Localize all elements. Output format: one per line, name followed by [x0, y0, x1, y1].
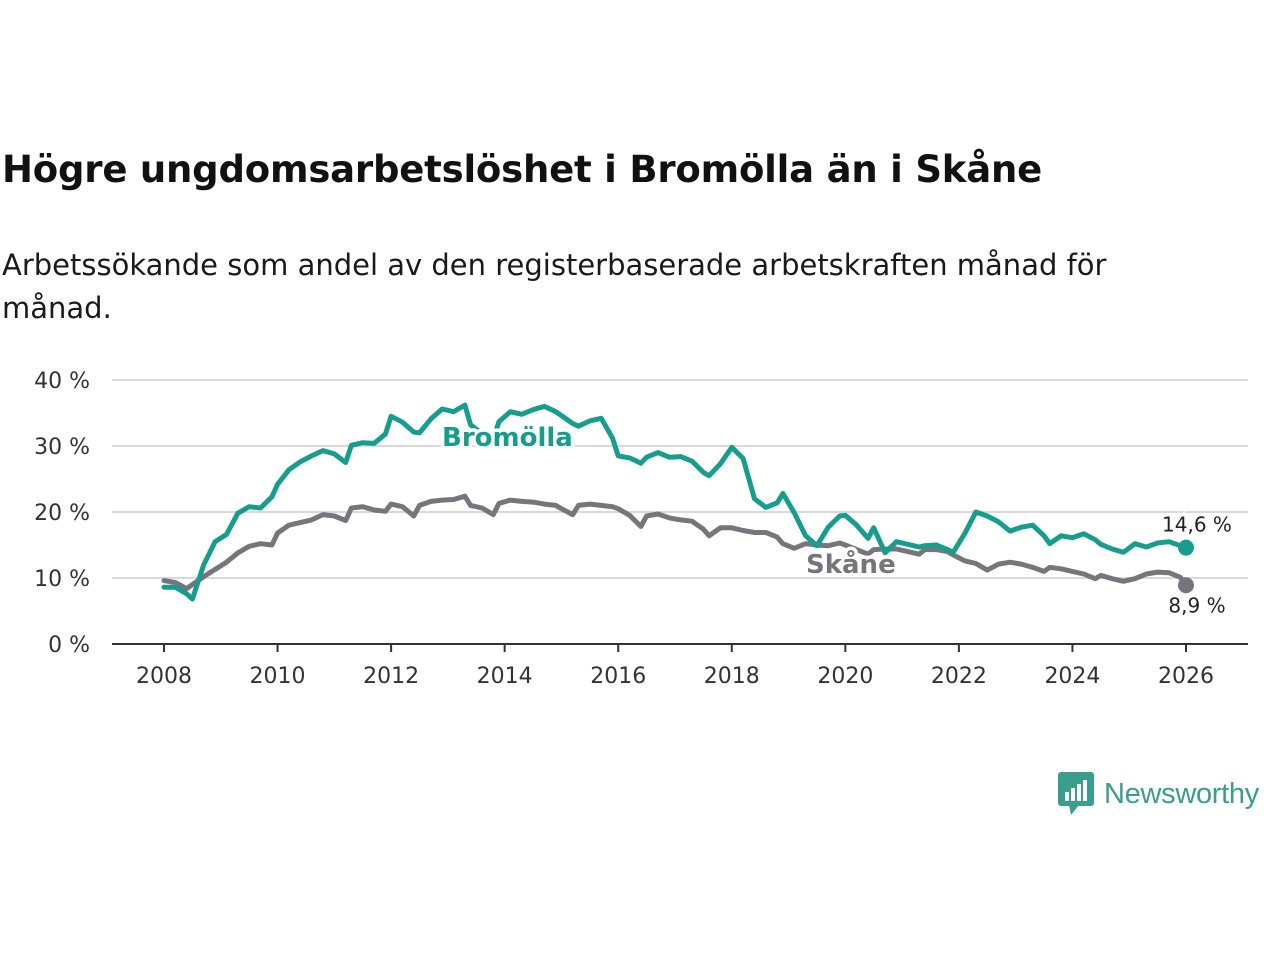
- series-labels: Skåne Bromölla 14,6 % 8,9 %: [439, 420, 1235, 620]
- end-point-skane: [1178, 577, 1194, 594]
- series-label-skane: Skåne: [806, 548, 896, 580]
- x-tick-label: 2024: [1044, 664, 1100, 689]
- y-tick-label: 30 %: [34, 435, 90, 460]
- chart-title: Högre ungdomsarbetslöshet i Bromölla än …: [2, 148, 1043, 191]
- series-line-bromolla: [161, 402, 1189, 602]
- x-tick-label: 2022: [931, 664, 987, 689]
- brand-name: Newsworthy: [1104, 777, 1259, 810]
- y-tick-label: 40 %: [34, 369, 90, 394]
- x-tick-label: 2014: [477, 664, 533, 689]
- x-tick-label: 2016: [590, 664, 646, 689]
- y-tick-label: 0 %: [48, 633, 90, 658]
- series-line-skane: [161, 493, 1189, 592]
- chart-subtitle: Arbetssökande som andel av den registerb…: [2, 248, 1107, 325]
- x-axis: 2008 2010 2012 2014 2016 2018 2020 2022 2024 2026: [112, 643, 1248, 689]
- newsworthy-logo[interactable]: Newsworthy: [1058, 772, 1259, 816]
- gridlines: [112, 379, 1248, 579]
- x-tick-label: 2026: [1158, 664, 1214, 689]
- end-label-bromolla: 14,6 %: [1162, 513, 1232, 537]
- y-axis-ticks: 0 % 10 % 20 % 30 % 40 %: [34, 369, 90, 658]
- series-label-bromolla: Bromölla: [442, 423, 573, 453]
- series-lines: [161, 402, 1194, 602]
- x-tick-label: 2020: [817, 664, 873, 689]
- x-tick-label: 2018: [704, 664, 760, 689]
- end-label-skane: 8,9 %: [1168, 593, 1225, 617]
- y-tick-label: 20 %: [34, 501, 90, 526]
- newsworthy-logo-icon: [1058, 772, 1094, 815]
- x-tick-label: 2008: [136, 664, 192, 689]
- y-tick-label: 10 %: [34, 567, 90, 592]
- line-chart: 0 % 10 % 20 % 30 % 40 % 2008 2010 2012 2014 2016…: [34, 369, 1248, 689]
- end-point-bromolla: [1178, 539, 1194, 556]
- x-tick-label: 2012: [363, 664, 419, 689]
- x-tick-label: 2010: [250, 664, 306, 689]
